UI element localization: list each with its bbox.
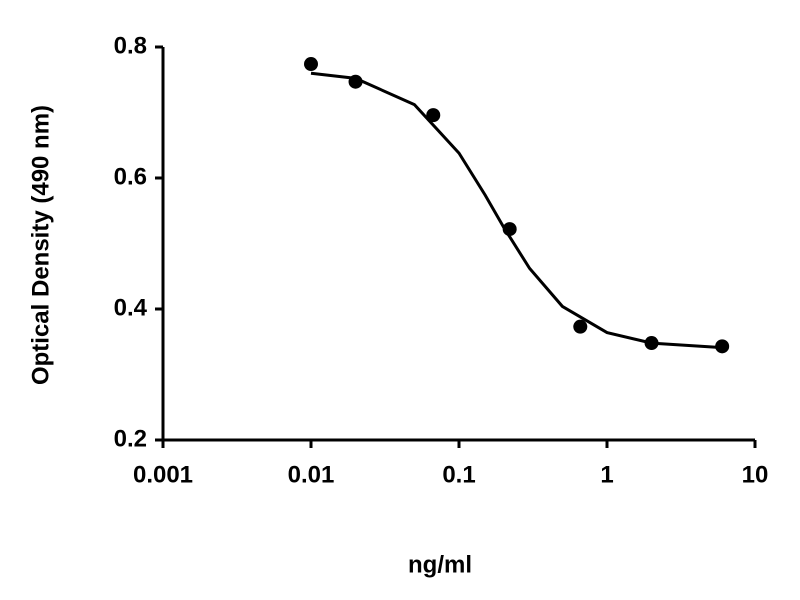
- y-tick-label: 0.8: [114, 32, 147, 59]
- data-point: [426, 108, 441, 123]
- x-tick-label: 0.001: [133, 461, 193, 488]
- x-axis-label: ng/ml: [408, 551, 472, 578]
- x-tick-label: 0.01: [288, 461, 335, 488]
- x-tick-label: 10: [742, 461, 769, 488]
- y-tick-label: 0.2: [114, 425, 147, 452]
- fit-curve: [310, 71, 723, 350]
- y-tick-label: 0.4: [114, 294, 148, 321]
- x-tick-label: 0.1: [442, 461, 475, 488]
- y-tick-label: 0.6: [114, 163, 147, 190]
- data-point: [304, 57, 318, 72]
- x-tick-label: 1: [600, 461, 613, 488]
- y-axis-label: Optical Density (490 nm): [27, 105, 54, 385]
- data-point: [573, 319, 588, 334]
